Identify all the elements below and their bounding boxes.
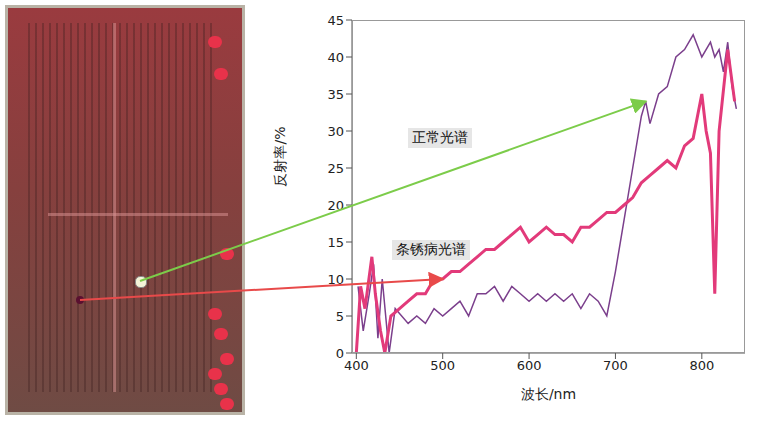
html-text:条锈病光谱: 条锈病光谱 <box>396 241 466 257</box>
svg-text:400: 400 <box>344 358 369 373</box>
svg-text:40: 40 <box>327 50 344 65</box>
svg-text:45: 45 <box>327 13 344 28</box>
svg-text:20: 20 <box>327 198 344 213</box>
svg-text:25: 25 <box>327 161 344 176</box>
svg-text:5: 5 <box>336 309 344 324</box>
svg-text:波长/nm: 波长/nm <box>521 386 576 402</box>
svg-text:反射率/%: 反射率/% <box>272 126 288 186</box>
svg-text:0: 0 <box>336 346 344 361</box>
svg-text:10: 10 <box>327 272 344 287</box>
svg-text:15: 15 <box>327 235 344 250</box>
svg-text:500: 500 <box>430 358 455 373</box>
svg-text:30: 30 <box>327 124 344 139</box>
svg-text:700: 700 <box>603 358 628 373</box>
svg-text:800: 800 <box>689 358 714 373</box>
svg-text:35: 35 <box>327 87 344 102</box>
svg-text:600: 600 <box>517 358 542 373</box>
html-text:正常光谱: 正常光谱 <box>412 129 468 145</box>
